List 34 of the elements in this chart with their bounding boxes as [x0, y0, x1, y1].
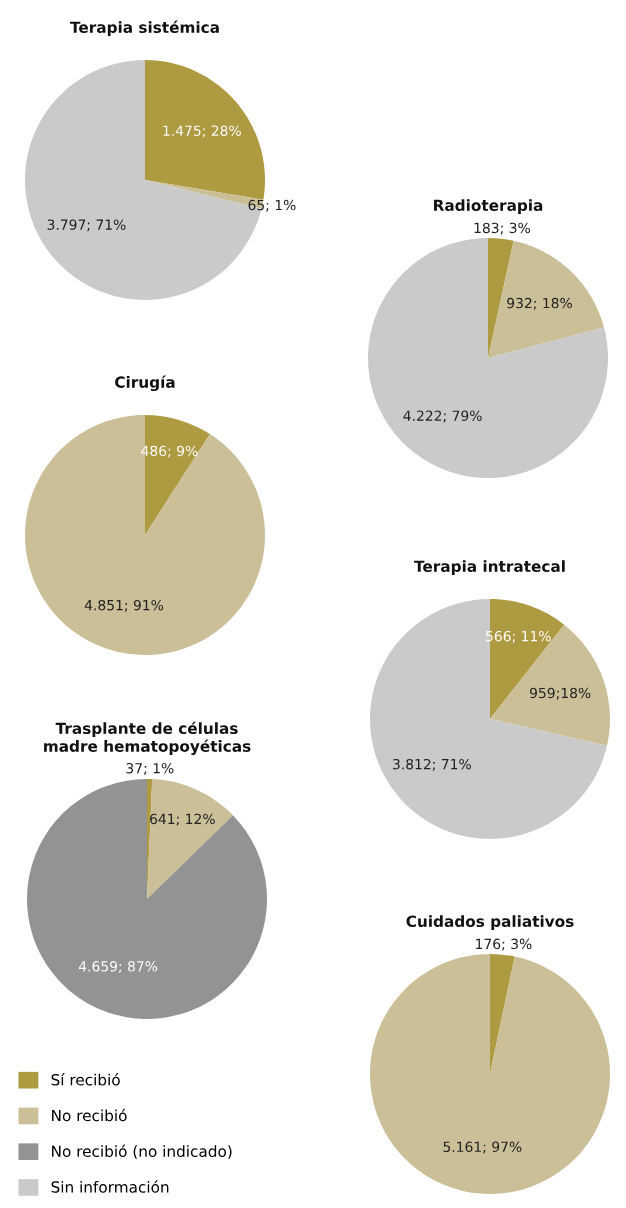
- pie-slice: [147, 779, 233, 899]
- data-label: 4.659; 87%: [78, 961, 158, 973]
- chart-title: Cuidados paliativos: [406, 915, 574, 930]
- data-label: 176; 3%: [476, 938, 532, 951]
- data-label: 3.797; 71%: [47, 219, 126, 232]
- data-label: 4.851; 91%: [84, 599, 164, 612]
- pie-slice: [370, 599, 607, 839]
- data-label: 65; 1%: [248, 199, 296, 212]
- chart-title: Radioterapia: [434, 199, 543, 214]
- data-label: 932; 18%: [507, 297, 572, 310]
- chart-title: Terapia intratecal: [414, 560, 565, 575]
- data-label: 183; 3%: [474, 222, 530, 235]
- data-label: 641; 12%: [150, 813, 215, 826]
- chart-title: Terapia sistémica: [70, 20, 219, 36]
- data-label: 5.161; 97%: [443, 1141, 522, 1154]
- data-label: 4.222; 79%: [403, 410, 482, 423]
- data-label: 3.812; 71%: [393, 758, 471, 771]
- pie-slice: [145, 60, 265, 200]
- data-label: 37; 1%: [126, 762, 174, 775]
- pie-slice: [370, 954, 610, 1194]
- pie-slice: [490, 954, 515, 1074]
- chart-title: Trasplante de células madre hematopoyéticas: [44, 721, 251, 755]
- data-label: 1.475; 28%: [163, 125, 241, 138]
- legend-label: Sin información: [51, 1180, 169, 1193]
- legend-label: Sí recibió: [51, 1073, 120, 1086]
- pie-slice: [27, 779, 267, 1019]
- data-label: 486; 9%: [141, 445, 198, 458]
- legend-label: No recibió: [52, 1108, 127, 1122]
- pie-slice: [368, 238, 608, 478]
- pie-slice: [25, 415, 265, 655]
- data-label: 959;18%: [529, 687, 591, 700]
- pie-slice: [488, 240, 605, 358]
- legend-label: No recibió (no indicado): [52, 1144, 232, 1159]
- chart-title: Cirugía: [115, 375, 175, 391]
